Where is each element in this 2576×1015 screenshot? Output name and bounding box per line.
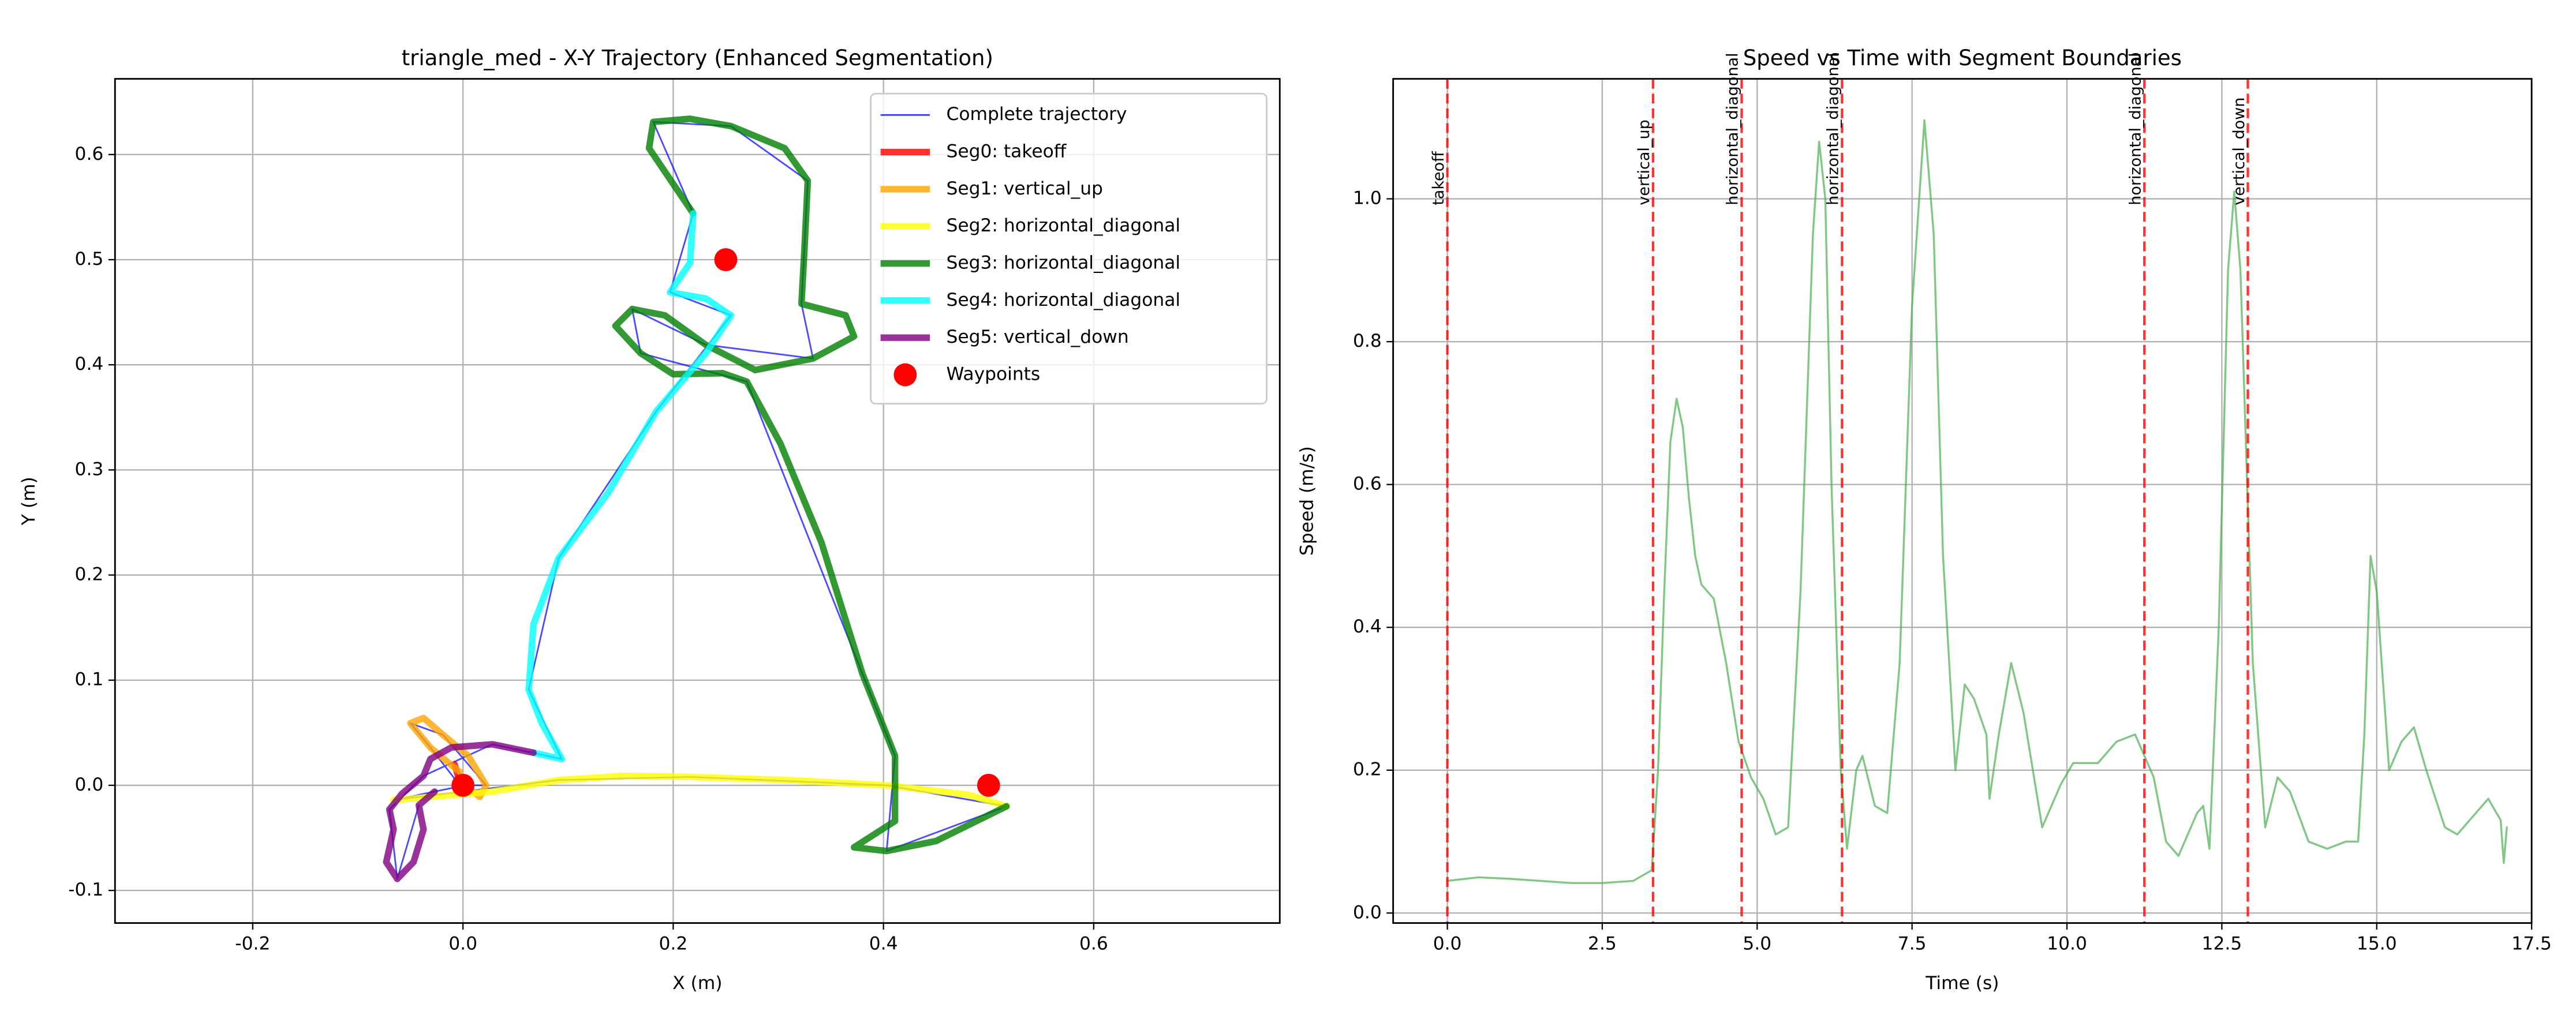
legend: Complete trajectory Seg0: takeoff Seg1: ve… [870, 92, 1268, 405]
x-tick-label: 2.5 [1588, 934, 1617, 954]
plot-area [383, 115, 1010, 882]
chart-title: Speed vs Time with Segment Boundaries [1743, 46, 2182, 70]
trajectory-line [525, 210, 735, 763]
x-axis-label: X (m) [672, 973, 722, 994]
x-tick-label: 0.2 [659, 934, 687, 954]
chart-panel: -0.2 0.0 0.2 0.4 0.6 -0.1 0.0 0.1 0.2 0.3 0.4 0.5 0.… [18, 46, 1281, 994]
y-tick-label: 0.2 [1353, 759, 1382, 780]
boundary-label: vertical_up [1635, 119, 1653, 205]
legend-label: Seg1: vertical_up [946, 178, 1102, 199]
x-tick-label: -0.2 [235, 934, 270, 954]
y-tick-label: 0.6 [1353, 474, 1382, 495]
x-tick-label: 5.0 [1743, 934, 1771, 954]
y-tick-label: 0.3 [75, 459, 104, 480]
waypoint [977, 774, 1000, 797]
y-tick-label: 1.0 [1353, 188, 1382, 209]
legend-label: Seg2: horizontal_diagonal [946, 215, 1180, 236]
y-tick-label: 0.0 [1353, 902, 1382, 923]
legend-label: Seg0: takeoff [946, 141, 1067, 162]
y-tick-label: 0.1 [75, 669, 104, 690]
boundary-label: horizontal_diagonal [1824, 53, 1842, 205]
boundary-label: horizontal_diagonal [2126, 53, 2144, 205]
legend-box [870, 92, 1268, 405]
legend-label: Waypoints [946, 364, 1040, 385]
trajectory-line [383, 741, 537, 882]
y-tick-label: 0.4 [1353, 616, 1382, 637]
boundary-label: vertical_down [2230, 98, 2248, 205]
y-tick-label: 0.6 [75, 144, 104, 164]
x-axis-label: Time (s) [1925, 973, 1999, 994]
waypoint [451, 774, 475, 797]
x-tick-label: 12.5 [2202, 934, 2242, 954]
legend-label: Seg5: vertical_down [946, 327, 1128, 347]
chart-title: triangle_med - X-Y Trajectory (Enhanced … [402, 46, 993, 70]
boundary-label: horizontal_diagonal [1724, 53, 1742, 205]
x-tick-label: 0.6 [1079, 934, 1108, 954]
waypoint [714, 248, 738, 271]
y-tick-label: 0.5 [75, 249, 104, 269]
chart-panel: 0.0 2.5 5.0 7.5 10.0 12.5 15.0 17.5 0.0 0.2 0.4 0.6… [1297, 46, 2552, 994]
y-tick-label: 0.4 [75, 354, 104, 374]
y-tick-label: -0.1 [68, 879, 103, 900]
y-axis-label: Y (m) [18, 477, 39, 526]
plot-area [1446, 119, 2508, 885]
boundary-label: takeoff [1430, 151, 1448, 205]
y-axis-label: Speed (m/s) [1297, 446, 1318, 556]
x-tick-label: 10.0 [2047, 934, 2087, 954]
trajectory-line [1446, 119, 2508, 885]
y-tick-label: 0.2 [75, 564, 104, 585]
legend-label: Complete trajectory [946, 104, 1127, 125]
x-tick-label: 0.0 [1433, 934, 1462, 954]
x-tick-label: 0.0 [448, 934, 477, 954]
x-tick-label: 0.4 [869, 934, 898, 954]
plot-frame [114, 78, 1281, 924]
trajectory-line [612, 115, 1010, 855]
legend-marker [893, 363, 917, 387]
x-tick-label: 7.5 [1898, 934, 1927, 954]
y-tick-label: 0.8 [1353, 331, 1382, 351]
trajectory-line [390, 772, 1010, 810]
x-tick-label: 17.5 [2511, 934, 2552, 954]
plot-frame [1392, 78, 2533, 924]
legend-label: Seg3: horizontal_diagonal [946, 253, 1180, 274]
x-tick-label: 15.0 [2357, 934, 2397, 954]
legend-label: Seg4: horizontal_diagonal [946, 290, 1180, 310]
y-tick-label: 0.0 [75, 774, 104, 795]
